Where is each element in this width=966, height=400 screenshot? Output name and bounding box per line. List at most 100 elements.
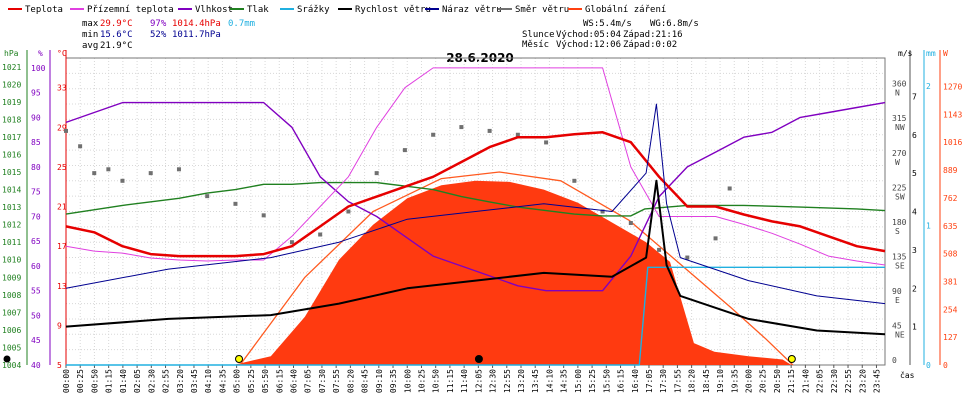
x-tick-label: 20:00 [745, 369, 754, 393]
tick-label: 65 [31, 237, 41, 246]
wind-direction-point [402, 148, 407, 153]
legend-label: Rychlost větru [355, 5, 431, 15]
x-tick-label: 20:50 [773, 369, 782, 393]
wind-direction-point [374, 171, 379, 176]
wind-gust-line [65, 103, 886, 305]
tick-label: 1 [926, 221, 931, 230]
tick-label: 60 [31, 262, 41, 271]
legend-label: Vlhkost [195, 5, 233, 15]
wind-direction-point [78, 144, 83, 149]
x-tick-label: 11:15 [446, 369, 455, 393]
tick-label: 1014 [2, 186, 21, 195]
tick-label: 1004 [2, 361, 21, 370]
wind-speed-line [65, 179, 886, 336]
tick-label: 1020 [2, 80, 21, 89]
tick-label: 1016 [943, 138, 962, 147]
tick-label: 1015 [2, 168, 21, 177]
tick-label: 33 [57, 84, 67, 93]
wind-direction-point [106, 167, 111, 172]
x-tick-label: 14:35 [560, 369, 569, 393]
radiation-clear-line [239, 171, 794, 366]
x-tick-label: 10:00 [403, 369, 412, 393]
tick-label: 90 [892, 287, 902, 296]
wind-direction-point [487, 128, 492, 133]
tick-label: 508 [943, 250, 958, 259]
legend-label: Náraz větru [442, 5, 502, 15]
x-tick-label: 14:10 [545, 369, 554, 393]
tick-label: 762 [943, 194, 958, 203]
tick-label: 1019 [2, 98, 21, 107]
x-tick-label: 07:55 [332, 369, 341, 393]
tick-label: 45 [892, 321, 902, 330]
tick-label: 1005 [2, 343, 21, 352]
tick-label: 1006 [2, 326, 21, 335]
sun-rise: Východ:05:04 [556, 30, 621, 40]
tick-label: 381 [943, 277, 958, 286]
stat-max-label: max [82, 19, 99, 29]
x-tick-label: 06:40 [290, 369, 299, 393]
wind-direction-point [544, 140, 549, 145]
x-tick-label: 02:30 [147, 369, 156, 393]
wind-direction-point [176, 167, 181, 172]
x-tick-label: 09:35 [389, 369, 398, 393]
tick-label: 1008 [2, 291, 21, 300]
wind-gust-info: WG:6.8m/s [650, 19, 699, 29]
sunset-marker [787, 355, 796, 363]
tick-label: 1011 [2, 238, 21, 247]
tick-label: 75 [31, 188, 41, 197]
moon-set: Západ:0:02 [623, 40, 677, 50]
tick-label: 1270 [943, 83, 962, 92]
tick-label: S [895, 227, 900, 236]
wind-direction-point [600, 209, 605, 214]
sun-label: Slunce [522, 30, 555, 40]
x-tick-label: 05:25 [247, 369, 256, 393]
x-tick-label: 19:10 [716, 369, 725, 393]
wind-direction-point [120, 178, 125, 183]
tick-label: 85 [31, 138, 41, 147]
tick-label: 5 [912, 169, 917, 178]
x-tick-label: 23:45 [872, 369, 881, 393]
x-tick-label: 18:45 [702, 369, 711, 393]
tick-label: 135 [892, 252, 907, 261]
wind-direction-point [572, 178, 577, 183]
tick-label: 25 [57, 163, 67, 172]
stat-max-hum: 97% [150, 19, 167, 29]
stat-max-press: 1014.4hPa [172, 19, 221, 29]
stat-max-temp: 29.9°C [100, 19, 133, 29]
tick-label: 0 [926, 361, 931, 370]
tick-label: 1018 [2, 115, 21, 124]
tick-label: 29 [57, 123, 67, 132]
tick-label: 0 [892, 356, 897, 365]
tick-label: 0 [943, 361, 948, 370]
x-tick-label: 00:00 [62, 369, 71, 393]
x-tick-label: 02:05 [133, 369, 142, 393]
x-tick-label: 12:55 [503, 369, 512, 393]
wind-direction-point [431, 132, 436, 137]
x-tick-label: 05:00 [233, 369, 242, 393]
x-tick-label: 01:40 [119, 369, 128, 393]
legend-label: Tlak [247, 5, 269, 15]
stat-min-press: 1011.7hPa [172, 30, 221, 40]
radiation-area [233, 180, 792, 365]
x-tick-label: 03:45 [190, 369, 199, 393]
legend-label: Směr větru [515, 5, 569, 15]
x-tick-label: 15:00 [574, 369, 583, 393]
tick-label: 1009 [2, 273, 21, 282]
x-tick-label: 22:55 [844, 369, 853, 393]
tick-label: 4 [912, 208, 917, 217]
tick-label: 2 [926, 82, 931, 91]
tick-label: hPa [4, 49, 19, 58]
tick-label: 889 [943, 166, 958, 175]
wind-direction-point [515, 132, 520, 137]
sun-set: Západ:21:16 [623, 30, 683, 40]
tick-label: 1013 [2, 203, 21, 212]
tick-label: 127 [943, 333, 958, 342]
plot-area [3, 67, 886, 366]
x-tick-label: 15:50 [602, 369, 611, 393]
tick-label: 1 [912, 323, 917, 332]
x-tick-label: 01:15 [105, 369, 114, 393]
x-tick-label: 12:05 [474, 369, 483, 393]
x-tick-label: 10:50 [432, 369, 441, 393]
wind-direction-point [233, 201, 238, 206]
tick-label: 1016 [2, 150, 21, 159]
